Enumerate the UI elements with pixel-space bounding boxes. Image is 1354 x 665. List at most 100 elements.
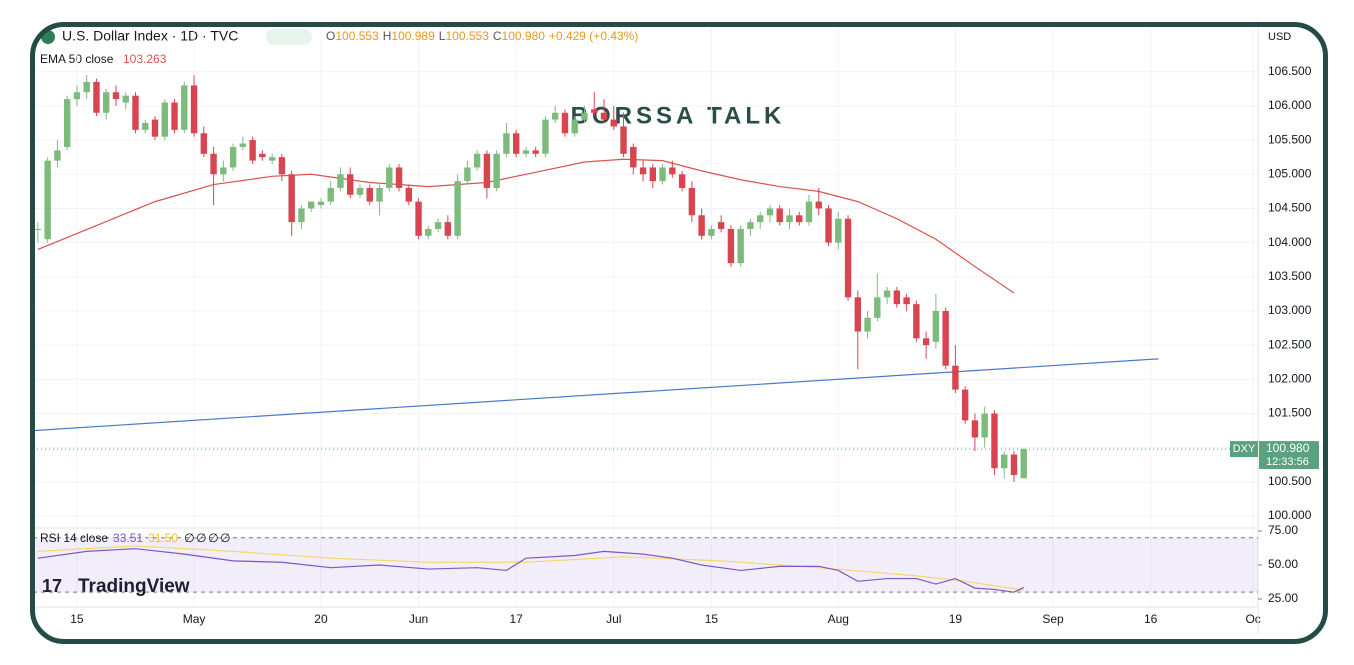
candle-body [522,150,530,154]
candle-body [591,109,598,113]
candle-body [854,297,862,332]
price-tag-countdown: 12:33:56 [1266,456,1309,468]
candle-body [288,174,295,223]
rsi-ma-line [37,545,1024,591]
candle-body [1001,454,1008,469]
candle-body [649,167,657,182]
candle-body [903,297,910,305]
candle-body [786,215,793,223]
candle-body [620,126,627,154]
x-tick-label: Jun [409,612,428,626]
candle-body [1020,449,1027,479]
candle-body [961,389,969,421]
quote-change: +0.429 (+0.43%) [549,29,638,43]
rsi-line [37,548,1025,593]
quote-label: H [383,29,392,43]
y-tick-label: 100.500 [1268,474,1312,488]
rsi-tick-label: 50.00 [1268,557,1298,571]
candle-body [610,119,617,127]
candle-body [561,112,569,134]
candle-body [444,222,452,236]
candle-body [727,228,735,264]
candle-body [971,420,979,438]
candle-body [317,201,325,206]
candle-body [600,112,608,120]
candle-body [805,201,813,223]
candle-body [395,167,403,188]
y-tick-label: 100.000 [1268,508,1312,522]
rsi-na: ∅ [184,531,194,545]
candle-body [103,92,110,113]
candle-body [747,222,754,229]
y-tick-label: 101.500 [1268,406,1312,420]
candle-body [483,153,491,188]
x-tick-label: Sep [1042,612,1064,626]
price-tag-symbol: DXY [1233,443,1256,455]
candle-body [112,92,120,100]
y-tick-label: 106.500 [1268,64,1312,78]
rsi-na: ∅ [220,531,230,545]
ema-line [37,158,1015,294]
quote-value: 100.553 [335,29,379,43]
x-tick-label: 15 [705,612,719,626]
price-tag-value: 100.980 [1266,441,1310,455]
candle-body [678,174,686,188]
candle-body [54,150,61,161]
candle-body [864,317,871,332]
ema-value: 103.263 [123,52,167,66]
candle-body [83,82,90,93]
candle-body [356,187,364,195]
candle-body [249,140,256,161]
candle-body [991,413,998,469]
candle-body [776,208,783,223]
logo-mark: 17 [42,576,62,596]
candle-body [874,297,881,318]
y-tick-label: 105.000 [1268,166,1312,180]
rsi-na: ∅ [208,531,218,545]
candle-body [366,187,373,202]
candle-body [73,92,81,100]
rsi-band [33,537,1258,593]
candle-body [503,133,510,154]
candle-body [532,150,539,154]
candle-body [44,160,51,240]
y-tick-label: 104.000 [1268,235,1312,249]
candle-body [278,157,286,175]
candle-body [376,187,383,202]
candle-body [825,208,832,243]
rsi-tick-label: 25.00 [1268,591,1298,605]
candle-body [835,218,842,243]
chart-title: U.S. Dollar Index · 1D · TVC [62,28,238,44]
symbol-icon [41,30,55,44]
candle-body [200,133,208,154]
trend-line [32,358,1159,432]
candle-body [337,174,344,188]
candle-body [464,167,471,182]
x-tick-label: 19 [949,612,963,626]
rsi-na: ∅ [196,531,206,545]
y-tick-label: 102.500 [1268,337,1312,351]
candle-body [171,102,178,130]
candle-body [844,218,852,298]
grid [33,28,1258,607]
price-tag-symbol-bg [1230,441,1258,458]
candle-body [454,181,461,236]
candle-body [717,222,725,229]
status-pill [266,29,312,45]
candle-body [698,215,705,236]
y-tick-label: 103.000 [1268,303,1312,317]
candle-body [229,146,237,168]
candle-body [268,157,276,161]
quote-label: L [439,29,446,43]
y-tick-label: 105.500 [1268,132,1312,146]
y-tick-label: 102.000 [1268,372,1312,386]
candle-body [659,167,666,182]
candle-body [630,146,637,168]
candle-body [298,208,305,223]
quote-value: 100.553 [445,29,489,43]
x-tick-label: 15 [70,612,84,626]
quote-label: C [493,29,502,43]
candle-body [815,201,822,209]
x-tick-label: Jul [606,612,621,626]
